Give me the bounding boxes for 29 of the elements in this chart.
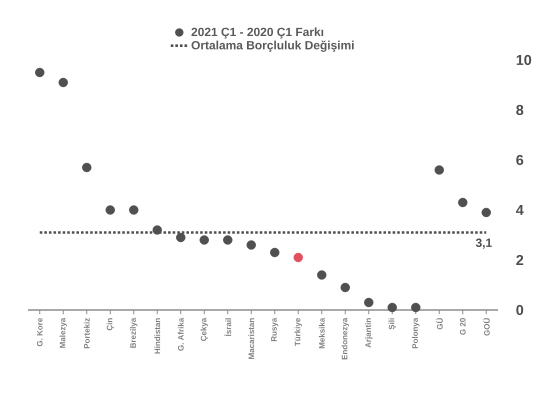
point (340, 282, 350, 292)
point (82, 162, 92, 172)
legend-label: 2021 Ç1 - 2020 Ç1 Farkı (192, 27, 324, 39)
point (223, 235, 232, 245)
point (58, 78, 68, 88)
point (129, 205, 138, 215)
point (294, 252, 303, 262)
point (388, 302, 397, 312)
point (411, 302, 420, 312)
y-tick-label: 10 (516, 54, 532, 66)
point (246, 240, 256, 250)
point (176, 232, 186, 242)
point (270, 248, 280, 258)
annotation: 3,1 (476, 238, 492, 249)
point (317, 270, 326, 280)
point (434, 165, 444, 175)
legend-label: Ortalama Borçluluk Değişimi (192, 40, 354, 52)
point (364, 298, 374, 308)
point (200, 235, 209, 245)
y-tick-label: 4 (516, 205, 524, 215)
y-tick-label: 6 (516, 154, 524, 166)
y-tick-label: 2 (516, 254, 524, 266)
point (458, 198, 468, 208)
point (482, 208, 491, 218)
y-tick-label: 8 (516, 104, 524, 116)
point (106, 205, 115, 215)
point (35, 68, 44, 78)
point (152, 225, 162, 235)
y-tick-label: 0 (516, 304, 524, 316)
